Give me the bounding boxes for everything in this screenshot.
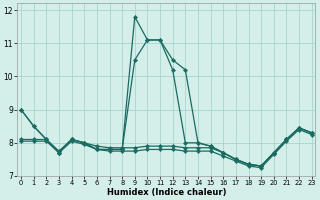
- X-axis label: Humidex (Indice chaleur): Humidex (Indice chaleur): [107, 188, 226, 197]
